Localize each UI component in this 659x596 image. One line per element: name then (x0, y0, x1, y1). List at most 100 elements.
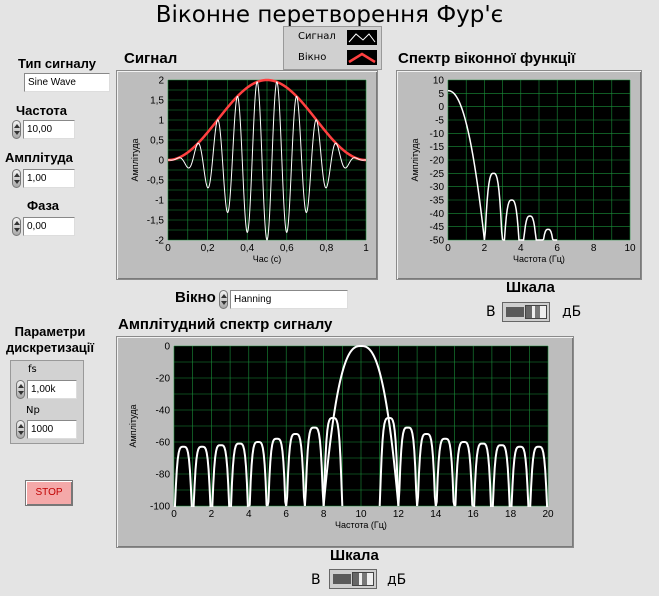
sidelobe-line (230, 442, 249, 507)
y-tick-label: -80 (156, 470, 171, 481)
y-tick-label: -15 (430, 142, 445, 153)
x-tick-label: 18 (505, 509, 517, 520)
window-spectrum-chart: 0 2 4 6 8 10 10 5 0 -5 -10 -15 -20 -25 -30 -35 -40 -45 -50… (410, 76, 636, 265)
x-axis-label: Частота (Гц) (335, 520, 387, 530)
window-series-line (168, 78, 366, 162)
sidelobe-line (285, 432, 306, 507)
legend-window-swatch (347, 50, 377, 65)
y-tick-label: -1 (155, 196, 164, 207)
x-axis-label: Частота (Гц) (513, 254, 565, 264)
y-axis-label: Амплітуда (410, 139, 420, 182)
signal-series-line (168, 81, 366, 241)
sidelobe-line (539, 228, 558, 241)
y-tick-label: -20 (156, 374, 171, 385)
sidelobe-line (510, 445, 530, 507)
window-spinner[interactable] (219, 290, 228, 309)
x-tick-label: 0,6 (280, 243, 294, 254)
sidelobe-line (416, 432, 437, 507)
sidelobe-line (266, 437, 288, 507)
x-tick-label: 20 (542, 509, 554, 520)
sidelobe-line (483, 172, 504, 241)
window-spectrum-title: Спектр віконної функції (398, 50, 576, 67)
sidelobe-line (520, 215, 539, 241)
y-tick-label: -2 (155, 236, 164, 247)
legend: Сигнал Вікно (283, 26, 382, 70)
sidelobe-line (434, 437, 456, 507)
x-tick-label: 8 (591, 243, 597, 254)
x-tick-label: 0,2 (201, 243, 215, 254)
fs-spinner[interactable] (16, 380, 25, 399)
scale-bottom-left-label: В (311, 572, 321, 588)
sidelobe-line (502, 199, 521, 241)
sidelobe-line (397, 426, 419, 507)
sidelobe-line (491, 444, 511, 507)
amplitude-spectrum-title: Амплітудний спектр сигналу (118, 316, 333, 333)
y-tick-label: -100 (150, 502, 170, 513)
sidelobe-line (173, 445, 193, 507)
y-tick-label: -60 (156, 438, 171, 449)
x-tick-label: 0 (171, 509, 177, 520)
y-tick-label: 0,5 (150, 136, 164, 147)
legend-signal-label: Сигнал (298, 31, 336, 42)
fs-label: fs (28, 364, 37, 375)
x-tick-label: 6 (283, 509, 289, 520)
sidelobe-line (529, 445, 549, 507)
np-spinner[interactable] (16, 420, 25, 439)
scale-top-left-label: В (486, 304, 496, 320)
np-label: Np (26, 405, 40, 416)
x-tick-label: 6 (554, 243, 560, 254)
x-tick-label: 0 (445, 243, 451, 254)
y-tick-label: -40 (156, 406, 171, 417)
np-input[interactable]: 1000 (27, 420, 77, 439)
sidelobe-line (248, 440, 269, 507)
sidelobe-line (192, 445, 212, 507)
page-title: Віконне перетворення Фур'є (155, 2, 504, 28)
scale-bottom-right-label: дБ (387, 572, 407, 588)
main-lobe-line (322, 344, 400, 507)
sidelobe-line (473, 442, 492, 507)
y-tick-label: 1 (158, 116, 164, 127)
signal-type-select[interactable]: Sine Wave (24, 73, 110, 92)
y-tick-label: 1,5 (150, 96, 164, 107)
y-tick-label: 0 (158, 156, 164, 167)
phase-input[interactable]: 0,00 (23, 217, 75, 236)
x-tick-label: 1 (363, 243, 369, 254)
y-tick-label: -20 (430, 156, 445, 167)
frequency-spinner[interactable] (12, 120, 21, 139)
y-tick-label: -10 (430, 129, 445, 140)
y-tick-label: -40 (430, 209, 445, 220)
window-select[interactable]: Hanning (230, 290, 348, 309)
y-tick-label: -30 (430, 182, 445, 193)
y-axis-label: Амплітуда (128, 405, 138, 448)
x-tick-label: 2 (209, 509, 215, 520)
frequency-label: Частота (16, 103, 68, 118)
signal-type-label: Тип сигналу (18, 56, 96, 71)
frequency-input[interactable]: 10,00 (23, 120, 75, 139)
fs-input[interactable]: 1,00k (27, 380, 77, 399)
amplitude-label: Амплітуда (5, 150, 73, 165)
y-tick-label: -45 (430, 222, 445, 233)
scale-top-label: Шкала (506, 279, 555, 296)
amplitude-spinner[interactable] (12, 169, 21, 188)
phase-spinner[interactable] (12, 217, 21, 236)
x-tick-label: 0,4 (240, 243, 254, 254)
y-tick-label: -50 (430, 236, 445, 247)
y-tick-label: -35 (430, 196, 445, 207)
legend-signal-swatch (347, 30, 377, 45)
scale-top-toggle[interactable] (502, 302, 550, 322)
y-tick-label: 5 (438, 89, 444, 100)
sidelobe-line (378, 416, 400, 507)
y-tick-label: -25 (430, 169, 445, 180)
x-tick-label: 0,8 (319, 243, 333, 254)
x-tick-label: 4 (246, 509, 252, 520)
scale-bottom-label: Шкала (330, 547, 379, 564)
y-tick-label: 0 (164, 342, 170, 353)
signal-chart-title: Сигнал (124, 50, 178, 67)
scale-bottom-toggle[interactable] (329, 569, 377, 589)
scale-top-right-label: дБ (562, 304, 582, 320)
x-tick-label: 10 (355, 509, 367, 520)
amplitude-spectrum-chart: 0 2 4 6 8 10 12 14 16 18 20 0 -20 -40 -60 -80 -100 Частот… (128, 342, 554, 531)
amplitude-input[interactable]: 1,00 (23, 169, 75, 188)
stop-button[interactable]: STOP (25, 480, 73, 506)
